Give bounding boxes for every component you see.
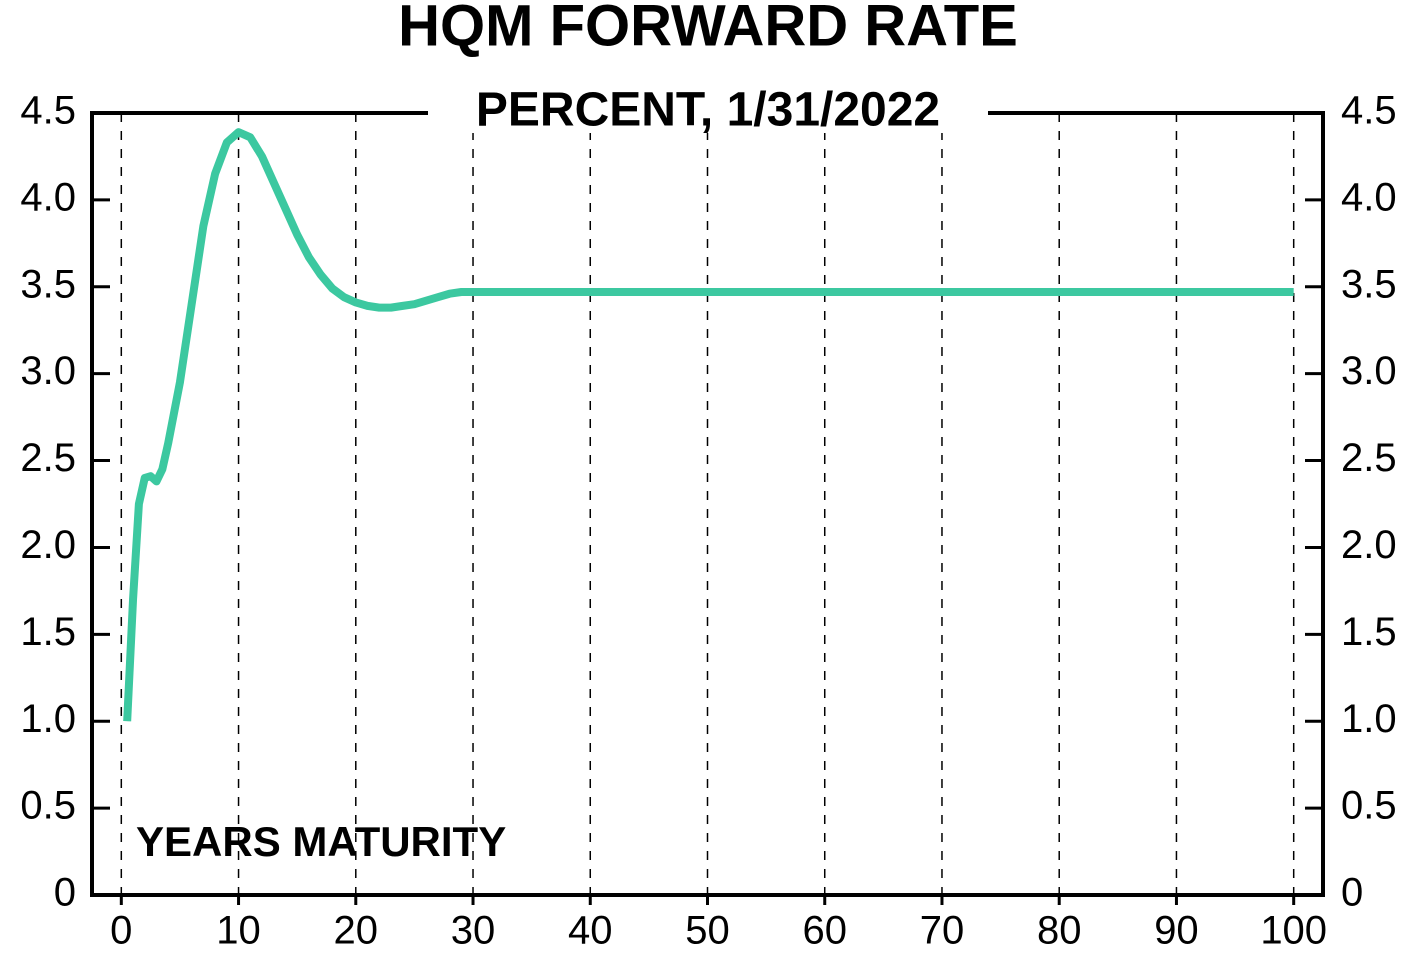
y-tick-label: 4.0 (20, 175, 76, 219)
y-tick-label: 1.5 (20, 610, 76, 654)
x-tick-label: 10 (216, 909, 261, 953)
y-tick-label: 1.0 (20, 697, 76, 741)
y2-tick-label: 1.5 (1341, 610, 1397, 654)
x-tick-label: 100 (1260, 909, 1327, 953)
y2-tick-label: 1.0 (1341, 697, 1397, 741)
series-line (123, 128, 1294, 722)
y2-tick-label: 0 (1341, 871, 1363, 915)
chart-title: HQM FORWARD RATE (398, 0, 1018, 58)
y2-tick-label: 2.0 (1341, 523, 1397, 567)
y-tick-label: 0.5 (20, 784, 76, 828)
x-tick-label: 30 (451, 909, 496, 953)
y2-tick-label: 3.0 (1341, 349, 1397, 393)
x-tick-label: 50 (685, 909, 730, 953)
y2-tick-label: 4.0 (1341, 175, 1397, 219)
y2-tick-label: 0.5 (1341, 784, 1397, 828)
y2-tick-label: 2.5 (1341, 436, 1397, 480)
y2-tick-label: 3.5 (1341, 262, 1397, 306)
plot-frame (90, 111, 1325, 897)
x-tick-label: 20 (334, 909, 379, 953)
x-tick-label: 80 (1037, 909, 1082, 953)
x-tick-label: 90 (1154, 909, 1199, 953)
y-tick-label: 4.5 (20, 89, 76, 133)
subtitle: PERCENT, 1/31/2022 (476, 84, 940, 137)
y-tick-label: 0 (54, 871, 76, 915)
y-tick-label: 2.5 (20, 436, 76, 480)
subtitle-background (428, 93, 988, 133)
x-tick-label: 60 (802, 909, 847, 953)
y2-tick-label: 4.5 (1341, 89, 1397, 133)
x-tick-label: 70 (920, 909, 965, 953)
y-tick-label: 3.5 (20, 262, 76, 306)
x-tick-label: 40 (568, 909, 613, 953)
annotation: YEARS MATURITY (136, 818, 506, 865)
y-tick-label: 2.0 (20, 523, 76, 567)
y-tick-label: 3.0 (20, 349, 76, 393)
x-tick-label: 0 (110, 909, 132, 953)
